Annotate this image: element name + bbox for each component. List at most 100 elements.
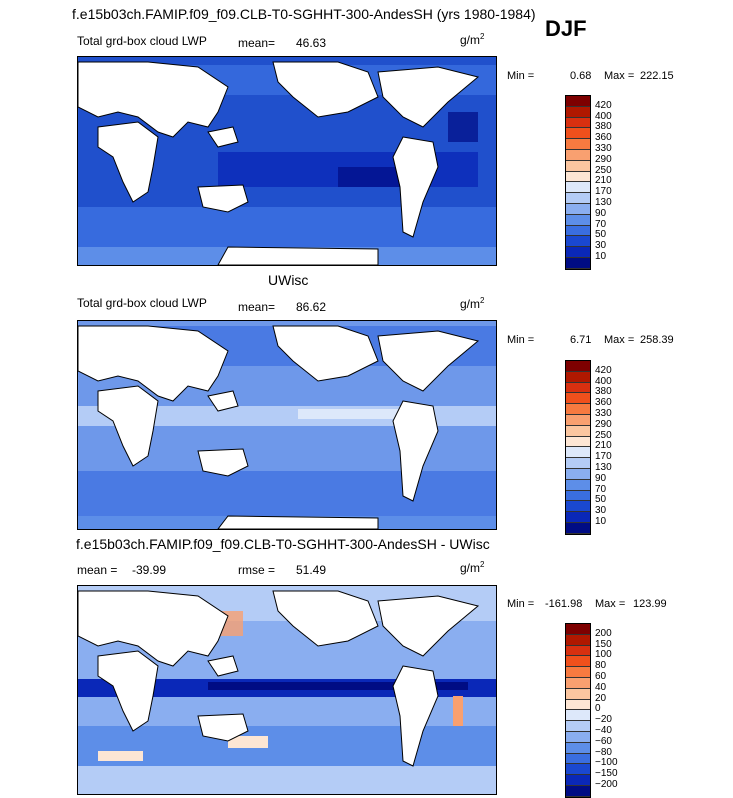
- colorbar-tick-label: −60: [595, 735, 612, 747]
- colorbar-tick-label: 60: [595, 671, 607, 682]
- colorbar-swatch: [566, 634, 590, 646]
- colorbar-swatch: [566, 214, 590, 226]
- panel2-mean-value: 86.62: [296, 300, 327, 314]
- colorbar-tick-label: 250: [595, 164, 612, 176]
- panel2-max-label: Max =: [604, 334, 635, 346]
- panel3-colorbar: [565, 623, 591, 798]
- colorbar-swatch: [566, 764, 590, 776]
- colorbar-tick-label: 170: [595, 186, 612, 198]
- colorbar-swatch: [566, 656, 590, 668]
- colorbar-swatch: [566, 371, 590, 383]
- panel3-min-value: -161.98: [545, 598, 583, 610]
- colorbar-swatch: [566, 139, 590, 150]
- colorbar-tick-label: 40: [595, 681, 607, 693]
- colorbar-swatch: [566, 522, 590, 534]
- panel3-rmse-value: 51.49: [296, 563, 327, 577]
- colorbar-tick-label: 420: [595, 99, 612, 111]
- colorbar-swatch: [566, 458, 590, 469]
- colorbar-tick-label: 50: [595, 494, 607, 506]
- colorbar-swatch: [566, 721, 590, 732]
- colorbar-tick-label: 150: [595, 638, 612, 650]
- colorbar-swatch: [566, 785, 590, 797]
- panel1-map-svg: [78, 57, 496, 265]
- colorbar-tick-label: 10: [595, 516, 607, 527]
- colorbar-swatch: [566, 501, 590, 513]
- panel1-mean-value: 46.63: [296, 36, 327, 50]
- colorbar-tick-label: 420: [595, 364, 612, 376]
- colorbar-swatch: [566, 361, 590, 372]
- colorbar-swatch: [566, 160, 590, 172]
- colorbar-swatch: [566, 775, 590, 786]
- colorbar-tick-label: 250: [595, 429, 612, 441]
- panel1-min-value: 0.68: [570, 70, 592, 82]
- colorbar-tick-label: 360: [595, 132, 612, 144]
- panel1-map: [77, 56, 497, 266]
- colorbar-swatch: [566, 490, 590, 502]
- colorbar-tick-label: 330: [595, 143, 612, 154]
- colorbar-swatch: [566, 404, 590, 415]
- colorbar-tick-label: 50: [595, 229, 607, 241]
- colorbar-tick-label: −20: [595, 714, 612, 726]
- colorbar-swatch: [566, 117, 590, 129]
- colorbar-swatch: [566, 688, 590, 700]
- figure-title: f.e15b03ch.FAMIP.f09_f09.CLB-T0-SGHHT-30…: [72, 6, 536, 22]
- panel3-map-svg: [78, 586, 496, 794]
- colorbar-tick-label: −80: [595, 746, 612, 758]
- panel3-max-label: Max =: [595, 598, 626, 610]
- panel1-units: g/m2: [460, 32, 485, 47]
- colorbar-swatch: [566, 468, 590, 480]
- colorbar-swatch: [566, 512, 590, 523]
- colorbar-swatch: [566, 645, 590, 657]
- panel1-max-value: 222.15: [640, 70, 674, 82]
- panel3-units: g/m2: [460, 560, 485, 575]
- colorbar-tick-label: 0: [595, 703, 601, 715]
- colorbar-swatch: [566, 479, 590, 491]
- colorbar-swatch: [566, 193, 590, 204]
- colorbar-tick-label: 380: [595, 121, 612, 133]
- colorbar-tick-label: 30: [595, 240, 607, 252]
- colorbar-tick-label: 380: [595, 386, 612, 398]
- panel2-max-value: 258.39: [640, 334, 674, 346]
- colorbar-tick-label: 290: [595, 153, 612, 165]
- colorbar-swatch: [566, 236, 590, 248]
- colorbar-swatch: [566, 624, 590, 635]
- panel2-mean-label: mean=: [238, 300, 276, 314]
- colorbar-swatch: [566, 677, 590, 689]
- colorbar-tick-label: 200: [595, 627, 612, 639]
- colorbar-tick-label: −40: [595, 725, 612, 736]
- colorbar-swatch: [566, 182, 590, 194]
- panel2-min-label: Min =: [507, 334, 535, 346]
- panel1-min-label: Min =: [507, 70, 535, 82]
- colorbar-tick-label: 360: [595, 397, 612, 409]
- panel3-rmse-label: rmse =: [238, 563, 276, 577]
- colorbar-tick-label: 100: [595, 649, 612, 661]
- colorbar-tick-label: 80: [595, 660, 607, 672]
- panel3-mean-label: mean =: [77, 563, 118, 577]
- panel2-colorbar: [565, 360, 591, 535]
- panel1-variable-label: Total grd-box cloud LWP: [77, 34, 207, 48]
- colorbar-swatch: [566, 257, 590, 269]
- panel2-min-value: 6.71: [570, 334, 592, 346]
- colorbar-swatch: [566, 753, 590, 765]
- colorbar-tick-label: 10: [595, 251, 607, 262]
- colorbar-tick-label: 210: [595, 175, 612, 187]
- colorbar-tick-label: 30: [595, 505, 607, 517]
- panel2-units: g/m2: [460, 296, 485, 311]
- colorbar-tick-label: 70: [595, 218, 607, 230]
- season-label: DJF: [545, 16, 587, 41]
- colorbar-swatch: [566, 149, 590, 161]
- panel3-min-label: Min =: [507, 598, 535, 610]
- colorbar-swatch: [566, 731, 590, 743]
- panel3-heading: f.e15b03ch.FAMIP.f09_f09.CLB-T0-SGHHT-30…: [76, 536, 490, 552]
- panel2-variable-label: Total grd-box cloud LWP: [77, 296, 207, 310]
- colorbar-tick-label: 330: [595, 408, 612, 419]
- colorbar-swatch: [566, 171, 590, 183]
- colorbar-tick-label: 170: [595, 451, 612, 463]
- colorbar-swatch: [566, 447, 590, 459]
- colorbar-tick-label: −150: [595, 768, 618, 780]
- colorbar-swatch: [566, 436, 590, 448]
- panel2-heading: UWisc: [268, 272, 309, 288]
- colorbar-tick-label: 210: [595, 440, 612, 452]
- panel3-max-value: 123.99: [633, 598, 667, 610]
- panel2-map-svg: [78, 321, 496, 529]
